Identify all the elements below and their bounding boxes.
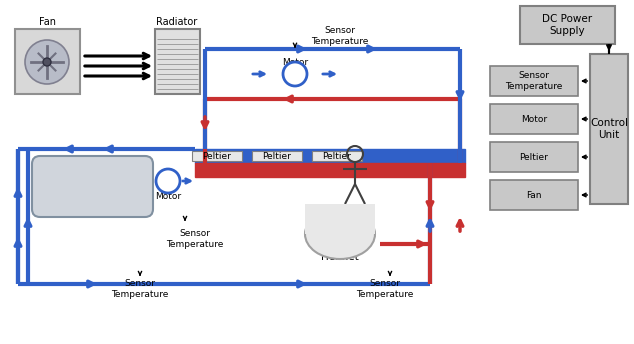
Text: Control
Unit: Control Unit: [590, 118, 628, 140]
Bar: [155, 29, 200, 94]
Bar: [195, 149, 465, 163]
FancyBboxPatch shape: [32, 156, 153, 217]
Text: Sensor
Temperature: Sensor Temperature: [166, 229, 224, 249]
Bar: [312, 151, 362, 161]
Text: Motor: Motor: [155, 192, 181, 201]
Bar: [490, 142, 578, 172]
Text: Sensor
Temperature: Sensor Temperature: [505, 71, 563, 91]
Bar: [490, 104, 578, 134]
Bar: [490, 180, 578, 210]
Text: Cooling Water
Tank: Cooling Water Tank: [58, 173, 126, 195]
Bar: [15, 29, 80, 94]
Bar: [520, 6, 615, 44]
Text: Peltier: Peltier: [202, 151, 231, 161]
Bar: [252, 151, 302, 161]
Text: Peltier: Peltier: [323, 151, 351, 161]
Bar: [590, 54, 628, 204]
Bar: [192, 151, 242, 161]
Text: M: M: [162, 176, 174, 186]
Bar: [195, 163, 465, 177]
Text: Sensor
Temperature: Sensor Temperature: [112, 279, 169, 299]
Bar: [490, 66, 578, 96]
Text: Fan: Fan: [39, 17, 56, 27]
Text: Peltier: Peltier: [262, 151, 292, 161]
Circle shape: [43, 58, 51, 66]
Bar: [305, 204, 375, 234]
Text: Sensor
Temperature: Sensor Temperature: [356, 279, 414, 299]
Text: DC Power
Supply: DC Power Supply: [542, 14, 592, 36]
Text: Radiator: Radiator: [157, 17, 198, 27]
Text: Sensor
Temperature: Sensor Temperature: [311, 26, 369, 46]
Text: Motor: Motor: [521, 115, 547, 123]
Ellipse shape: [305, 209, 375, 259]
Text: Peltier: Peltier: [519, 152, 548, 161]
Text: Motor: Motor: [282, 57, 308, 66]
Text: M: M: [290, 69, 301, 79]
Text: Helmet: Helmet: [321, 252, 359, 262]
Circle shape: [25, 40, 69, 84]
Circle shape: [283, 62, 307, 86]
Circle shape: [156, 169, 180, 193]
Text: Fan: Fan: [526, 191, 541, 200]
